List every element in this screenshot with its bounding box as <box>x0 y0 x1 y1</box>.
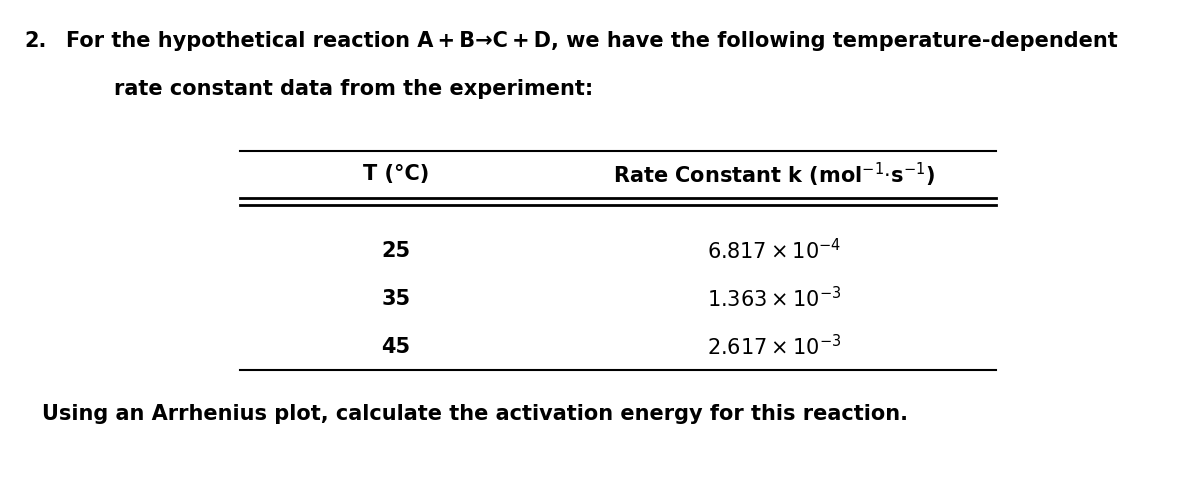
Text: rate constant data from the experiment:: rate constant data from the experiment: <box>114 79 593 99</box>
Text: Rate Constant k (mol$^{-1}$$\cdot$s$^{-1}$): Rate Constant k (mol$^{-1}$$\cdot$s$^{-1… <box>613 161 935 188</box>
Text: T (°C): T (°C) <box>362 164 430 185</box>
Text: 45: 45 <box>382 337 410 357</box>
Text: 2.: 2. <box>24 31 47 51</box>
Text: $2.617 \times 10^{-3}$: $2.617 \times 10^{-3}$ <box>707 334 841 359</box>
Text: Using an Arrhenius plot, calculate the activation energy for this reaction.: Using an Arrhenius plot, calculate the a… <box>42 404 908 424</box>
Text: 35: 35 <box>382 289 410 309</box>
Text: $6.817 \times 10^{-4}$: $6.817 \times 10^{-4}$ <box>707 239 841 263</box>
Text: For the hypothetical reaction A + B→C + D, we have the following temperature-dep: For the hypothetical reaction A + B→C + … <box>66 31 1117 51</box>
Text: 25: 25 <box>382 241 410 261</box>
Text: $1.363 \times 10^{-3}$: $1.363 \times 10^{-3}$ <box>707 286 841 311</box>
